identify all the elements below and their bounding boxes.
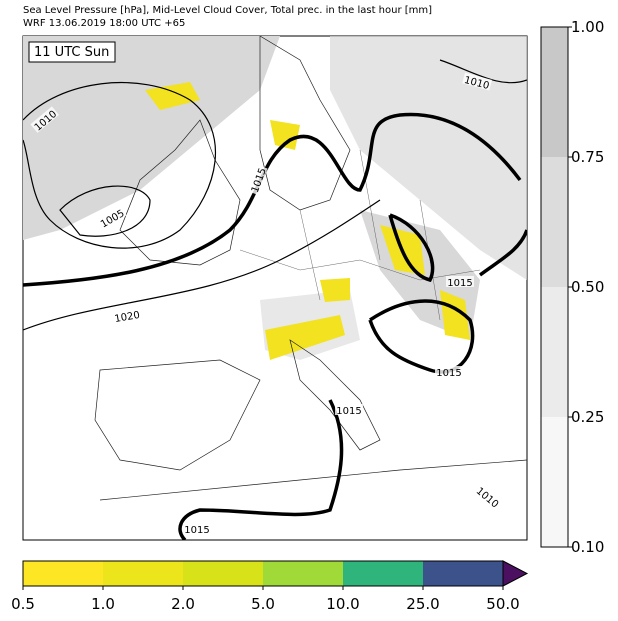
isobar-label-bg [247,164,268,195]
isobar-label-bg [474,483,503,510]
time-label-box [28,41,116,63]
isobar-label: 1015 [436,368,461,379]
country-border [239,149,481,321]
colorbar-segment [263,561,343,586]
colorbar-segment [541,287,568,417]
colorbar-tick-label: 1.00 [571,18,604,36]
isobar [23,82,216,249]
colorbar-segment [541,157,568,287]
rain-area [265,315,345,360]
isobar [59,185,151,237]
cloud-area [330,36,527,280]
colorbar-segment [541,27,568,157]
colorbar-tick-label: 1.0 [91,595,115,613]
coastline [94,359,261,471]
isobar [388,213,527,283]
colorbar-tick-label: 0.75 [571,148,604,166]
coastline [99,459,527,501]
isobar-label-bg [112,307,142,324]
colorbar-tick-label: 10.0 [326,595,359,613]
map: 11 UTC Sun [22,35,528,541]
isobar-label-bg [335,404,363,415]
isobar-label-bg [183,523,211,534]
colorbar-segment [23,561,103,586]
time-label: 11 UTC Sun [34,45,109,60]
colorbar-segment [103,561,183,586]
cloud-area [23,36,280,240]
colorbar-segment [423,561,503,586]
header-line: WRF 13.06.2019 18:00 UTC +65 [23,18,185,29]
isobar [178,399,344,540]
colorbar-tick-label: 5.0 [251,595,275,613]
coastline [259,36,351,211]
isobar-label-bg [30,106,59,133]
colorbar-tick-label: 25.0 [406,595,439,613]
isobar-label-bg [462,72,493,91]
isobar [23,199,381,331]
isobar-label: 1015 [447,278,472,289]
isobar-label-bg [96,205,127,230]
coastline [289,339,381,451]
rain-area [145,82,200,110]
colorbar-tick-label: 0.25 [571,408,604,426]
colorbar-tick-label: 2.0 [171,595,195,613]
isobar-label-bg [435,366,463,377]
rain-area [440,290,470,340]
colorbar-tick-label: 50.0 [486,595,519,613]
colorbar-segment [183,561,263,586]
isobar-label-bg [446,276,474,287]
isobar-label: 1020 [114,310,141,325]
isobar [439,59,527,84]
colorbar-extension [502,560,529,587]
rain-area [320,278,350,302]
colorbar-tick-label: 0.50 [571,278,604,296]
colorbar-segment [343,561,423,586]
colorbar-tick-label: 0.5 [11,595,35,613]
colorbar-tick-label: 0.10 [571,538,604,556]
header-line: Sea Level Pressure [hPa], Mid-Level Clou… [23,5,432,16]
coastline [119,119,241,266]
isobar-label: 1015 [336,406,361,417]
isobar [23,112,522,287]
isobar [368,299,475,374]
rain-area [270,120,300,150]
colorbar-segment [541,417,568,547]
map-content [23,36,527,540]
isobar-label: 1015 [184,525,209,536]
